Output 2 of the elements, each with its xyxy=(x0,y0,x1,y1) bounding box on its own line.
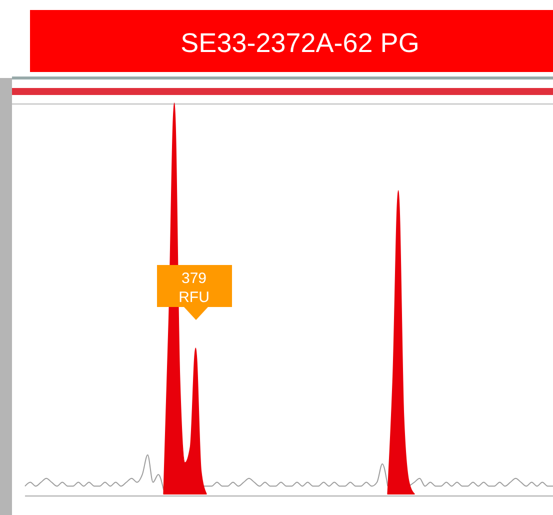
annotation: 379 RFU xyxy=(178,270,210,306)
chart-title: SE33-2372A-62 PG xyxy=(180,28,420,58)
